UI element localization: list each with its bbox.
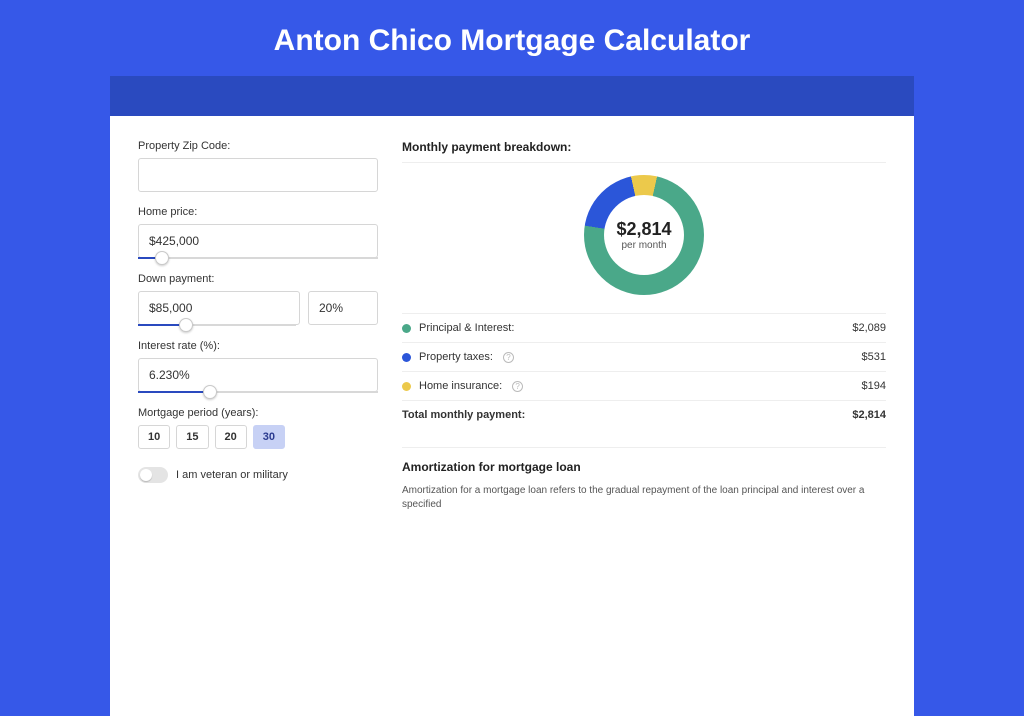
dot-icon (402, 353, 411, 362)
legend-label: Home insurance: (419, 380, 502, 392)
period-option-30[interactable]: 30 (253, 425, 285, 449)
breakdown-heading: Monthly payment breakdown: (402, 140, 886, 163)
legend-label: Principal & Interest: (419, 322, 514, 334)
home-price-group: Home price: (138, 206, 378, 259)
legend-row-taxes: Property taxes: ? $531 (402, 343, 886, 372)
slider-thumb[interactable] (155, 251, 169, 265)
info-icon[interactable]: ? (503, 352, 514, 363)
down-payment-percent-input[interactable] (308, 291, 378, 325)
veteran-label: I am veteran or military (176, 469, 288, 481)
amortization-text: Amortization for a mortgage loan refers … (402, 484, 886, 512)
donut-chart: $2,814 per month (584, 175, 704, 295)
breakdown-legend: Principal & Interest: $2,089 Property ta… (402, 313, 886, 429)
legend-total-value: $2,814 (852, 409, 886, 421)
legend-row-principal: Principal & Interest: $2,089 (402, 314, 886, 343)
amortization-block: Amortization for mortgage loan Amortizat… (402, 447, 886, 512)
down-payment-amount-input[interactable] (138, 291, 300, 325)
period-options: 10 15 20 30 (138, 425, 378, 449)
home-price-input[interactable] (138, 224, 378, 258)
period-option-10[interactable]: 10 (138, 425, 170, 449)
legend-value: $194 (862, 380, 886, 392)
interest-label: Interest rate (%): (138, 340, 378, 352)
donut-amount: $2,814 (616, 219, 671, 240)
breakdown-column: Monthly payment breakdown: $2,814 per mo… (402, 140, 886, 716)
home-price-label: Home price: (138, 206, 378, 218)
info-icon[interactable]: ? (512, 381, 523, 392)
legend-row-total: Total monthly payment: $2,814 (402, 401, 886, 429)
legend-value: $531 (862, 351, 886, 363)
down-payment-label: Down payment: (138, 273, 378, 285)
legend-row-insurance: Home insurance: ? $194 (402, 372, 886, 401)
dot-icon (402, 382, 411, 391)
slider-thumb[interactable] (203, 385, 217, 399)
period-label: Mortgage period (years): (138, 407, 378, 419)
interest-slider[interactable] (138, 391, 378, 393)
amortization-heading: Amortization for mortgage loan (402, 460, 886, 474)
donut-center: $2,814 per month (604, 195, 684, 275)
down-payment-slider[interactable] (138, 324, 296, 326)
veteran-row: I am veteran or military (138, 467, 378, 483)
legend-total-label: Total monthly payment: (402, 409, 525, 421)
veteran-toggle[interactable] (138, 467, 168, 483)
calculator-card: Property Zip Code: Home price: Down paym… (110, 116, 914, 716)
zip-group: Property Zip Code: (138, 140, 378, 192)
zip-input[interactable] (138, 158, 378, 192)
period-option-20[interactable]: 20 (215, 425, 247, 449)
slider-fill (138, 391, 210, 393)
page-title: Anton Chico Mortgage Calculator (0, 0, 1024, 76)
legend-label: Property taxes: (419, 351, 493, 363)
interest-input[interactable] (138, 358, 378, 392)
zip-label: Property Zip Code: (138, 140, 378, 152)
period-group: Mortgage period (years): 10 15 20 30 (138, 407, 378, 449)
home-price-slider[interactable] (138, 257, 378, 259)
donut-subtext: per month (621, 240, 666, 251)
inner-band: Property Zip Code: Home price: Down paym… (110, 76, 914, 676)
slider-thumb[interactable] (179, 318, 193, 332)
down-payment-group: Down payment: (138, 273, 378, 326)
dot-icon (402, 324, 411, 333)
legend-value: $2,089 (852, 322, 886, 334)
period-option-15[interactable]: 15 (176, 425, 208, 449)
interest-group: Interest rate (%): (138, 340, 378, 393)
form-column: Property Zip Code: Home price: Down paym… (138, 140, 378, 716)
donut-chart-wrap: $2,814 per month (402, 163, 886, 303)
